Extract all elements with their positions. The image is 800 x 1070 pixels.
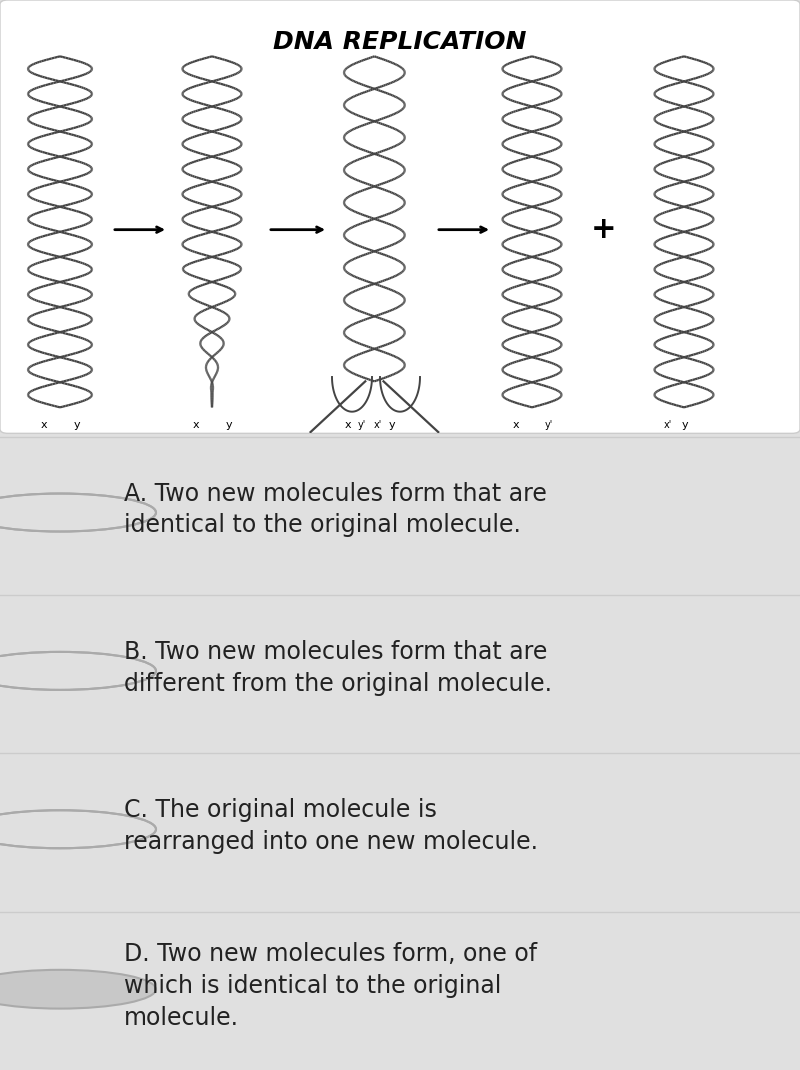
Text: D. Two new molecules form, one of
which is identical to the original
molecule.: D. Two new molecules form, one of which … <box>124 943 537 1029</box>
Text: y': y' <box>545 419 553 430</box>
Text: +: + <box>591 215 617 244</box>
Text: x: x <box>345 419 351 430</box>
Text: x': x' <box>374 419 382 430</box>
Text: x: x <box>513 419 519 430</box>
Text: x': x' <box>664 419 672 430</box>
Text: y: y <box>226 419 232 430</box>
Text: DNA REPLICATION: DNA REPLICATION <box>274 30 526 55</box>
Text: C. The original molecule is
rearranged into one new molecule.: C. The original molecule is rearranged i… <box>124 798 538 854</box>
Text: y: y <box>389 419 395 430</box>
Text: B. Two new molecules form that are
different from the original molecule.: B. Two new molecules form that are diffe… <box>124 640 552 696</box>
Text: y: y <box>74 419 80 430</box>
Text: A. Two new molecules form that are
identical to the original molecule.: A. Two new molecules form that are ident… <box>124 482 547 537</box>
Text: x: x <box>41 419 47 430</box>
Text: x: x <box>193 419 199 430</box>
Circle shape <box>0 969 156 1009</box>
Text: y': y' <box>358 419 366 430</box>
FancyBboxPatch shape <box>0 0 800 433</box>
Text: y: y <box>682 419 688 430</box>
